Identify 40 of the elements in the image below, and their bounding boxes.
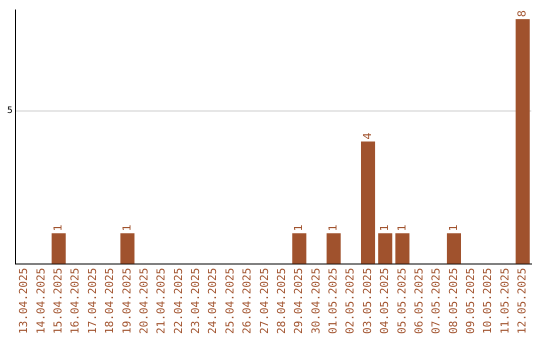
x-tick-label: 17.04.2025: [86, 268, 99, 334]
x-tick-label: 02.05.2025: [344, 268, 357, 334]
x-tick-label: 01.05.2025: [326, 268, 340, 334]
x-tick-label: 18.04.2025: [103, 268, 116, 334]
x-tick-label: 10.05.2025: [481, 268, 494, 334]
x-tick-label: 22.04.2025: [172, 268, 185, 334]
data-label: 1: [395, 224, 408, 232]
x-tick-label: 14.04.2025: [34, 268, 48, 334]
x-tick-label: 28.04.2025: [274, 268, 288, 334]
x-tick-label: 09.05.2025: [464, 268, 478, 334]
data-label: 1: [120, 224, 134, 232]
x-tick-label: 25.04.2025: [223, 268, 236, 334]
data-label: 1: [446, 224, 460, 232]
x-tick-label: 23.04.2025: [189, 268, 202, 334]
x-tick-label: 05.05.2025: [395, 268, 408, 334]
x-tick-label: 21.04.2025: [154, 268, 168, 334]
x-tick-label: 11.05.2025: [498, 268, 512, 334]
data-label: 1: [292, 224, 306, 232]
data-label: 1: [52, 224, 65, 232]
x-tick-label: 19.04.2025: [120, 268, 134, 334]
x-tick-label: 07.05.2025: [430, 268, 443, 334]
x-tick-label: 13.04.2025: [17, 268, 30, 334]
x-tick-label: 03.05.2025: [360, 268, 374, 334]
data-label: 8: [516, 10, 529, 18]
x-tick-label: 16.04.2025: [68, 268, 82, 334]
x-tick-label: 29.04.2025: [292, 268, 306, 334]
x-tick-label: 24.04.2025: [206, 268, 220, 334]
y-tick-label: 5: [6, 106, 13, 116]
data-label: 4: [360, 132, 374, 140]
data-label: 1: [326, 224, 340, 232]
x-tick-label: 04.05.2025: [378, 268, 392, 334]
x-tick-label: 12.05.2025: [516, 268, 529, 334]
x-tick-label: 20.04.2025: [137, 268, 150, 334]
x-tick-label: 06.05.2025: [412, 268, 426, 334]
data-label: 1: [378, 224, 392, 232]
x-tick-label: 26.04.2025: [240, 268, 254, 334]
x-tick-label: 15.04.2025: [52, 268, 65, 334]
x-tick-label: 30.04.2025: [309, 268, 322, 334]
x-tick-label: 27.04.2025: [258, 268, 271, 334]
x-tick-label: 08.05.2025: [446, 268, 460, 334]
